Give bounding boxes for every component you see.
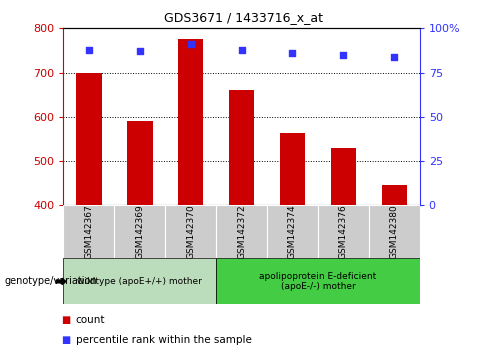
Bar (331, 148, 356, 205)
Text: GSM142374: GSM142374 (288, 205, 297, 259)
Text: apolipoprotein E-deficient
(apoE-/-) mother: apolipoprotein E-deficient (apoE-/-) mot… (259, 272, 377, 291)
Point (85, 47, 93, 52)
Text: GSM142370: GSM142370 (186, 205, 195, 259)
Bar (369, 205, 420, 258)
Text: ■: ■ (61, 315, 70, 325)
Text: genotype/variation: genotype/variation (5, 276, 98, 286)
Text: ■: ■ (61, 335, 70, 345)
Text: GDS3671 / 1433716_x_at: GDS3671 / 1433716_x_at (164, 11, 324, 24)
Bar (216, 258, 420, 304)
Text: GSM142372: GSM142372 (237, 205, 246, 259)
Bar (267, 205, 318, 258)
Bar (318, 205, 369, 258)
Text: percentile rank within the sample: percentile rank within the sample (76, 335, 251, 345)
Text: GSM142380: GSM142380 (390, 205, 399, 259)
Point (340, 52, 347, 58)
Bar (280, 133, 305, 205)
Bar (165, 205, 216, 258)
Bar (114, 205, 165, 258)
Point (390, 54, 398, 59)
Text: GSM142367: GSM142367 (84, 205, 93, 259)
Text: wildtype (apoE+/+) mother: wildtype (apoE+/+) mother (77, 277, 202, 286)
Point (288, 50, 296, 56)
Text: count: count (76, 315, 105, 325)
Bar (382, 185, 407, 205)
Bar (229, 90, 254, 205)
Bar (127, 121, 152, 205)
Text: GSM142369: GSM142369 (135, 205, 144, 259)
Bar (63, 205, 114, 258)
Point (136, 48, 143, 54)
Text: GSM142376: GSM142376 (339, 205, 348, 259)
Bar (178, 39, 203, 205)
Bar (63, 258, 216, 304)
Bar (216, 205, 267, 258)
Point (187, 41, 195, 47)
Bar (76, 73, 102, 205)
Point (238, 47, 245, 52)
